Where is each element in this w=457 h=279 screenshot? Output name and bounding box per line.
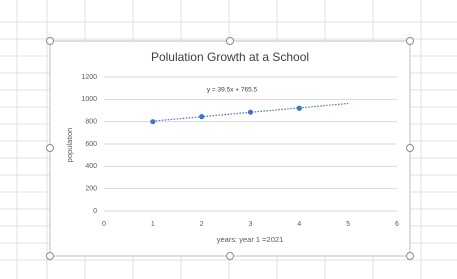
chart-title: Polulation Growth at a School bbox=[151, 50, 309, 64]
trendline-equation: y = 39.5x + 765.5 bbox=[207, 87, 258, 94]
x-tick-label: 4 bbox=[297, 221, 301, 228]
x-axis-title: years: year 1 =2021 bbox=[217, 235, 284, 244]
x-tick-label: 1 bbox=[151, 221, 155, 228]
resize-handles[interactable] bbox=[46, 37, 414, 260]
data-point bbox=[199, 114, 205, 120]
y-tick-label: 1200 bbox=[81, 74, 97, 81]
x-tick-label: 5 bbox=[346, 221, 350, 228]
y-axis-title: population bbox=[65, 128, 74, 163]
trendline bbox=[152, 102, 349, 122]
data-point bbox=[150, 119, 156, 125]
data-point bbox=[296, 105, 302, 111]
x-tick-label: 2 bbox=[200, 221, 204, 228]
x-tick-label: 3 bbox=[249, 221, 253, 228]
y-tick-label: 800 bbox=[85, 119, 97, 126]
x-tick-label: 6 bbox=[395, 221, 399, 228]
y-tick-label: 200 bbox=[85, 186, 97, 193]
y-tick-label: 1000 bbox=[81, 96, 97, 103]
data-point bbox=[247, 109, 254, 115]
y-tick-label: 600 bbox=[85, 141, 97, 148]
y-tick-label: 400 bbox=[85, 163, 97, 170]
x-tick-label: 0 bbox=[102, 221, 106, 228]
y-tick-label: 0 bbox=[93, 208, 97, 215]
